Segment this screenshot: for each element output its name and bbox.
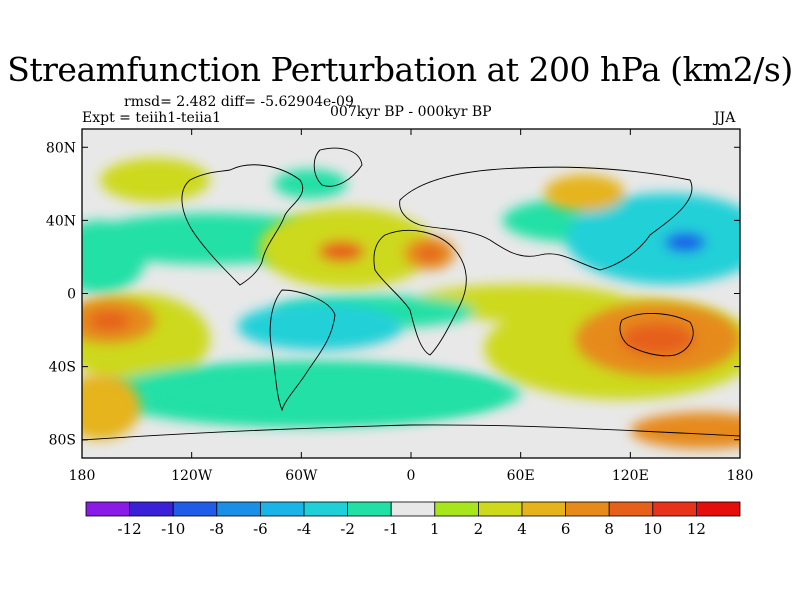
y-tick-label: 80S bbox=[49, 433, 76, 449]
antarctica-coast bbox=[82, 424, 740, 441]
colorbar-swatch bbox=[347, 501, 392, 517]
y-tick-label: 40S bbox=[49, 360, 76, 376]
colorbar-label: 1 bbox=[430, 520, 440, 538]
field-region-7 bbox=[237, 302, 402, 351]
y-tick-label: 80N bbox=[46, 140, 76, 156]
chart-title: Streamfunction Perturbation at 200 hPa (… bbox=[7, 50, 793, 89]
season-label: JJA bbox=[714, 110, 736, 126]
field-band-8 bbox=[273, 169, 348, 199]
field-core-9 bbox=[88, 311, 130, 331]
eurasia-coast bbox=[399, 166, 693, 271]
x-axis: 180 120W 60W 0 60E 120E 180 bbox=[69, 129, 754, 484]
colorbar-label: 10 bbox=[643, 520, 662, 538]
colorbar-label: -2 bbox=[340, 520, 355, 538]
field-core-0 bbox=[318, 240, 365, 263]
x-tick-label: 0 bbox=[407, 468, 416, 484]
colorbar-swatch bbox=[521, 501, 566, 517]
colorbar-label: -1 bbox=[384, 520, 399, 538]
colorbar: -12 -10 -8 -6 -4 -2 -1 1 2 4 6 8 10 12 bbox=[85, 501, 741, 538]
x-tick-label: 60W bbox=[285, 468, 318, 484]
colorbar-swatch bbox=[85, 501, 130, 517]
colorbar-label: 8 bbox=[604, 520, 614, 538]
colorbar-swatch bbox=[608, 501, 654, 517]
colorbar-swatch bbox=[259, 501, 305, 517]
australia-coast bbox=[619, 312, 694, 357]
colorbar-swatch bbox=[652, 501, 697, 517]
x-tick-label: 120W bbox=[171, 468, 213, 484]
field-core-3 bbox=[664, 232, 706, 253]
field-region-11 bbox=[82, 373, 141, 440]
field-core-8 bbox=[620, 322, 695, 356]
coastlines bbox=[82, 147, 740, 441]
map-field bbox=[82, 129, 740, 458]
x-tick-label: 60E bbox=[507, 468, 535, 484]
colorbar-swatch bbox=[390, 501, 436, 517]
colorbar-label: -4 bbox=[297, 520, 312, 538]
y-tick-label: 0 bbox=[67, 287, 76, 303]
colorbar-swatch bbox=[477, 501, 523, 517]
north-america-coast bbox=[181, 164, 304, 286]
colorbar-swatch bbox=[216, 501, 261, 517]
field-region-6 bbox=[544, 174, 625, 212]
colorbar-swatch bbox=[129, 501, 174, 517]
colorbar-swatch bbox=[172, 501, 218, 517]
colorbar-label: -10 bbox=[161, 520, 185, 538]
colorbar-label: 4 bbox=[517, 520, 527, 538]
south-america-coast bbox=[269, 289, 336, 412]
colorbar-label: 12 bbox=[687, 520, 706, 538]
field-core-2 bbox=[417, 245, 441, 261]
experiment-label: Expt = teiih1-teiia1 bbox=[82, 110, 221, 126]
x-tick-label: 180 bbox=[727, 468, 754, 484]
field-region-4 bbox=[566, 192, 740, 285]
field-band-9 bbox=[82, 220, 146, 294]
field-region-10 bbox=[155, 368, 521, 420]
y-axis: 80N 40N 0 40S 80S bbox=[46, 140, 740, 449]
x-tick-label: 120E bbox=[612, 468, 649, 484]
greenland-coast bbox=[313, 147, 363, 187]
colorbar-swatch bbox=[696, 501, 741, 517]
rmsd-label: rmsd= 2.482 diff= -5.62904e-09 bbox=[124, 94, 354, 110]
colorbar-label: -12 bbox=[118, 520, 142, 538]
colorbar-label: -8 bbox=[209, 520, 224, 538]
colorbar-swatch bbox=[565, 501, 610, 517]
field-region-5 bbox=[100, 158, 210, 203]
x-tick-label: 180 bbox=[69, 468, 96, 484]
period-label: 007kyr BP - 000kyr BP bbox=[330, 104, 492, 120]
colorbar-swatch bbox=[434, 501, 479, 517]
colorbar-label: 6 bbox=[561, 520, 571, 538]
colorbar-label: 2 bbox=[474, 520, 484, 538]
colorbar-label: -6 bbox=[253, 520, 268, 538]
y-tick-label: 40N bbox=[46, 213, 76, 229]
africa-coast bbox=[373, 229, 467, 356]
field-band-6 bbox=[630, 412, 740, 449]
colorbar-swatch bbox=[303, 501, 348, 517]
